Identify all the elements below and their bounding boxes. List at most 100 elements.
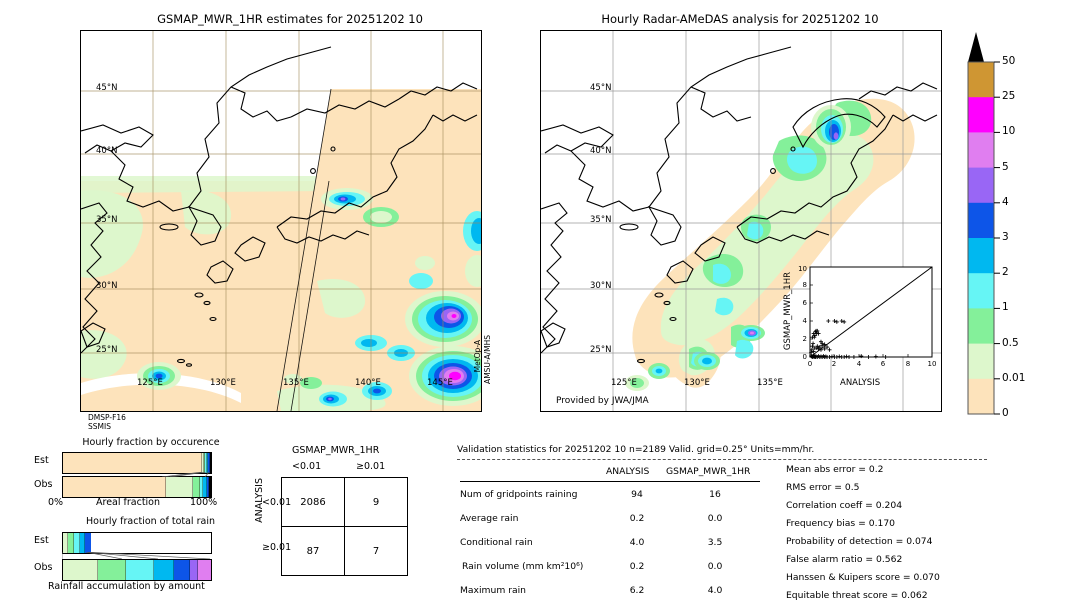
left-map-canvas: [81, 31, 481, 411]
svg-text:2: 2: [832, 360, 836, 368]
total-rain-obs-bar[interactable]: [62, 559, 212, 581]
colorbar-tick-0: 0: [1002, 407, 1009, 419]
right-map-lon-130: 130°E: [684, 378, 710, 388]
right-map-lat-45: 45°N: [590, 83, 612, 93]
right-map[interactable]: [540, 30, 942, 412]
scatter-point: [839, 319, 844, 323]
contingency-cell-hitmiss-10: 87: [281, 526, 345, 576]
total-rain-xlabel: Rainfall accumulation by amount: [48, 581, 205, 592]
scatter-point: [829, 354, 834, 359]
bar-segment: [209, 453, 212, 473]
total-rain-chart-title: Hourly fraction of total rain: [86, 516, 215, 527]
scatter-inset-canvas: 0 2 4 6 8 10 0 2 4 6 8 10: [798, 265, 936, 368]
validation-row-label-0: Num of gridpoints raining: [460, 489, 578, 500]
scatter-point: [851, 355, 856, 359]
right-map-lat-40: 40°N: [590, 146, 612, 156]
bar-segment: [205, 453, 207, 473]
scatter-point: [842, 355, 847, 359]
scatter-point: [847, 355, 852, 359]
contingency-table: 2086 9 87 7: [281, 477, 408, 576]
left-map-sensor-satellite: DMSP-F16: [88, 413, 126, 422]
validation-row-label-4: Maximum rain: [460, 585, 526, 596]
left-map[interactable]: [80, 30, 482, 412]
scatter-point: [810, 344, 815, 349]
bar-segment: [68, 533, 74, 553]
occurrence-xlabel: Areal fraction: [96, 497, 161, 508]
left-map-lon-130: 130°E: [210, 378, 236, 388]
bar-segment: [85, 533, 91, 553]
right-map-lat-35: 35°N: [590, 215, 612, 225]
scatter-point: [812, 333, 817, 338]
validation-score-2: Correlation coeff = 0.204: [786, 500, 903, 511]
table-row: 2086 9: [281, 477, 408, 527]
left-panel-title: GSMAP_MWR_1HR estimates for 20251202 10: [157, 12, 423, 26]
bar-segment: [154, 560, 174, 580]
right-map-lon-125: 125°E: [611, 378, 637, 388]
bar-segment: [63, 533, 69, 553]
validation-row-label-2: Conditional rain: [460, 537, 533, 548]
validation-row-model-2: 3.5: [707, 537, 723, 548]
validation-score-5: False alarm ratio = 0.562: [786, 554, 903, 565]
scatter-point: [815, 328, 820, 333]
scatter-inset[interactable]: 0 2 4 6 8 10 0 2 4 6 8 10: [798, 265, 938, 377]
scatter-point: [827, 347, 832, 352]
scatter-point: [809, 347, 814, 352]
bar-segment: [199, 477, 204, 497]
occurrence-obs-bar[interactable]: [62, 476, 212, 498]
scatter-point: [811, 349, 816, 354]
occurrence-row-label-obs: Obs: [34, 479, 53, 490]
validation-row-analysis-3: 0.2: [629, 561, 645, 572]
bar-segment: [192, 477, 200, 497]
scatter-ylabel: GSMAP_MWR_1HR: [783, 272, 793, 351]
colorbar-tick-10: 10: [1002, 125, 1016, 138]
scatter-point: [818, 347, 823, 352]
scatter-point: [873, 354, 878, 359]
bar-segment: [208, 453, 210, 473]
svg-text:8: 8: [803, 281, 807, 289]
validation-col-header-model: GSMAP_MWR_1HR: [666, 466, 751, 477]
svg-text:8: 8: [906, 360, 910, 368]
validation-row-analysis-0: 94: [631, 489, 643, 500]
bar-segment: [203, 477, 207, 497]
contingency-row-header-ge: ≥0.01: [262, 542, 292, 553]
scatter-point: [825, 345, 830, 350]
scatter-point: [820, 341, 825, 346]
bar-segment: [80, 533, 86, 553]
bar-segment: [166, 477, 193, 497]
scatter-point: [842, 319, 847, 324]
colorbar-tick-2: 2: [1002, 266, 1009, 279]
occurrence-row-label-est: Est: [34, 455, 49, 466]
right-map-lat-25: 25°N: [590, 345, 612, 355]
svg-text:10: 10: [798, 265, 807, 273]
right-map-lon-135: 135°E: [757, 378, 783, 388]
scatter-point: [822, 346, 827, 351]
colorbar-tick-3: 3: [1002, 231, 1009, 243]
left-map-lon-135: 135°E: [283, 378, 309, 388]
right-map-provider: Provided by JWA/JMA: [556, 396, 649, 406]
total-rain-est-bar[interactable]: [62, 532, 212, 554]
scatter-point: [816, 331, 821, 336]
colorbar-tick-25: 25: [1002, 90, 1016, 103]
scatter-point: [826, 319, 831, 323]
left-map-lat-40: 40°N: [96, 146, 118, 156]
occurrence-est-bar[interactable]: [62, 452, 212, 474]
contingency-col-header-ge: ≥0.01: [356, 461, 386, 472]
validation-score-0: Mean abs error = 0.2: [786, 464, 884, 475]
validation-score-6: Hanssen & Kuipers score = 0.070: [786, 572, 940, 583]
colorbar-tick-50: 50: [1002, 55, 1016, 67]
right-panel-title: Hourly Radar-AMeDAS analysis for 2025120…: [601, 12, 879, 26]
svg-text:0: 0: [803, 353, 807, 361]
total-rain-connector: [62, 552, 211, 559]
contingency-cell-hitmiss-00: 2086: [281, 477, 345, 527]
scatter-point: [815, 344, 820, 349]
occurrence-connector: [161, 472, 210, 477]
scatter-point: [883, 355, 888, 359]
scatter-point: [822, 342, 827, 347]
validation-col-header-analysis: ANALYSIS: [606, 466, 650, 477]
bar-segment: [63, 560, 99, 580]
scatter-point: [834, 355, 839, 359]
validation-row-label-3: Rain volume (mm km²10⁶): [462, 561, 584, 572]
total-rain-row-label-est: Est: [34, 535, 49, 546]
validation-row-model-3: 0.0: [707, 561, 723, 572]
colorbar-tick-4: 4: [1002, 195, 1009, 208]
